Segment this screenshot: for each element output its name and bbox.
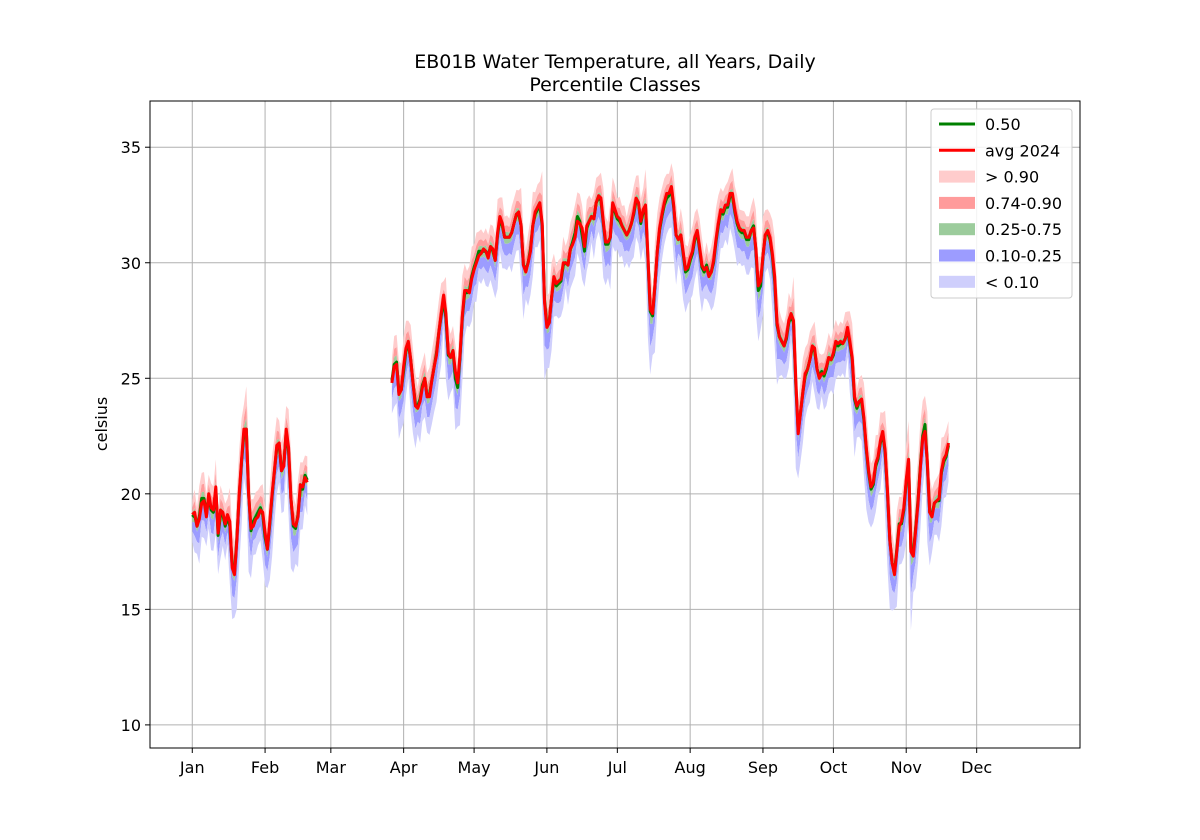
- band-below-10: [192, 453, 308, 620]
- y-tick-label: 20: [121, 485, 141, 504]
- x-tick-label: Apr: [390, 758, 418, 777]
- avg-2024-line: [390, 185, 950, 577]
- legend-label: 0.74-0.90: [985, 194, 1062, 213]
- avg-2024-line: [191, 427, 309, 577]
- x-tick-label: Mar: [316, 758, 347, 777]
- x-tick-label: Jan: [179, 758, 205, 777]
- x-tick-label: Dec: [961, 758, 992, 777]
- legend-label: > 0.90: [985, 168, 1039, 187]
- x-tick-label: Sep: [748, 758, 778, 777]
- legend-label: 0.50: [985, 115, 1021, 134]
- x-tick-label: Jul: [607, 758, 627, 777]
- axis-ticks: Jan Feb Mar Apr May Jun Jul Aug Sep Oct Nov Dec 10 15…: [121, 138, 993, 777]
- x-tick-label: May: [458, 758, 491, 777]
- legend-patch-swatch: [939, 223, 975, 236]
- series-lines: [191, 185, 950, 577]
- legend-patch-swatch: [939, 170, 975, 183]
- band-above-90: [192, 386, 308, 556]
- x-tick-label: Feb: [251, 758, 279, 777]
- y-tick-label: 10: [121, 716, 141, 735]
- legend-label: 0.25-0.75: [985, 220, 1062, 239]
- legend-label: 0.10-0.25: [985, 247, 1062, 266]
- y-tick-label: 15: [121, 600, 141, 619]
- x-tick-label: Jun: [533, 758, 559, 777]
- x-tick-label: Oct: [820, 758, 848, 777]
- legend-label: < 0.10: [985, 273, 1039, 292]
- percentile-bands: [192, 163, 949, 631]
- band-74-90: [192, 405, 308, 565]
- legend: 0.50 avg 2024 > 0.90 0.74-0.90 0.25-0.75 0.10…: [930, 108, 1073, 299]
- chart-title: EB01B Water Temperature, all Years, Dail…: [414, 51, 815, 73]
- band-10-25: [192, 439, 308, 598]
- legend-patch-swatch: [939, 196, 975, 209]
- legend-label: avg 2024: [985, 141, 1060, 160]
- legend-patch-swatch: [939, 249, 975, 262]
- x-tick-label: Nov: [891, 758, 922, 777]
- x-tick-label: Aug: [675, 758, 706, 777]
- y-tick-label: 35: [121, 138, 141, 157]
- legend-patch-swatch: [939, 275, 975, 288]
- chart-subtitle: Percentile Classes: [529, 74, 700, 96]
- y-tick-label: 30: [121, 254, 141, 273]
- y-axis-label: celsius: [92, 397, 111, 451]
- band-74-90: [391, 174, 949, 567]
- y-tick-label: 25: [121, 369, 141, 388]
- plot-frame: [149, 100, 1081, 749]
